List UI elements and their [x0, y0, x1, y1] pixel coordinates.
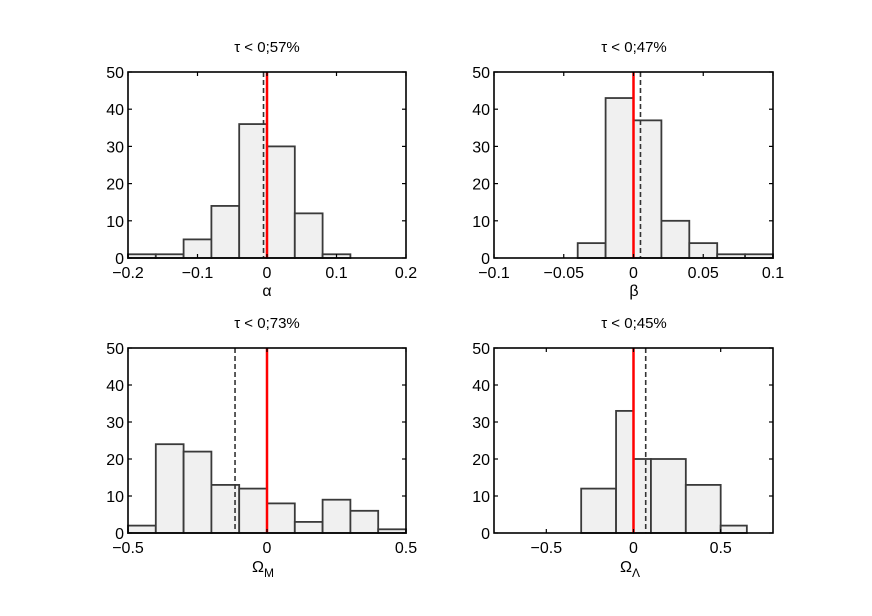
y-tick-label: 0 — [115, 251, 124, 268]
panel-title: τ < 0;47% — [601, 39, 667, 56]
x-tick-label: −0.5 — [531, 540, 563, 557]
histogram-bar — [615, 409, 635, 534]
y-tick-label: 0 — [115, 526, 124, 543]
panel-alpha: τ < 0;57% α −0.2 −0.1 0 0.1 0.2 0 10 20 30 40 50 — [106, 39, 417, 300]
panel-beta: τ < 0;47% β −0.1 −0.05 0 0.05 0.1 0 10 20 30 40 50 — [472, 39, 784, 300]
panel-title: τ < 0;57% — [234, 39, 300, 56]
x-tick-label: 0 — [629, 265, 638, 282]
histogram-bar — [719, 524, 748, 534]
histogram-bar — [632, 119, 663, 259]
x-axis-label: α — [262, 283, 271, 300]
histogram-bar — [660, 219, 691, 259]
panel-omega-lambda: τ < 0;45% ΩΛ −0.5 0 0.5 0 10 20 30 40 50 — [472, 315, 774, 580]
histogram-bar — [650, 458, 687, 534]
y-tick-label: 50 — [106, 341, 124, 358]
y-tick-label: 40 — [106, 378, 124, 395]
histogram-bar — [293, 212, 324, 259]
histogram-bar — [580, 487, 617, 534]
x-tick-label: −0.05 — [544, 265, 585, 282]
histogram-bar — [349, 509, 380, 534]
histogram-bar — [684, 483, 722, 534]
y-tick-label: 10 — [106, 489, 124, 506]
y-tick-label: 30 — [472, 139, 490, 156]
histogram-bar — [293, 521, 324, 534]
x-tick-label: −0.2 — [112, 265, 144, 282]
histogram-bar — [154, 443, 185, 534]
x-axis-label: ΩM — [252, 559, 274, 580]
histogram-bar — [266, 145, 296, 259]
histogram-bar — [127, 524, 157, 534]
histogram-bar — [321, 498, 352, 534]
y-tick-label: 30 — [472, 415, 490, 432]
histogram-bar — [266, 502, 296, 534]
y-tick-label: 20 — [106, 177, 124, 194]
panel-title: τ < 0;73% — [234, 315, 300, 332]
y-tick-label: 50 — [106, 65, 124, 82]
y-tick-label: 10 — [472, 489, 490, 506]
y-tick-label: 10 — [472, 214, 490, 231]
y-tick-label: 20 — [472, 452, 490, 469]
x-tick-label: 0 — [629, 540, 638, 557]
y-tick-label: 10 — [106, 214, 124, 231]
histogram-bar — [576, 242, 607, 259]
x-tick-label: 0.1 — [762, 265, 784, 282]
x-tick-label: 0.5 — [710, 540, 732, 557]
histogram-bar — [238, 487, 268, 534]
x-tick-label: 0.2 — [395, 265, 417, 282]
y-tick-label: 0 — [481, 526, 490, 543]
x-tick-label: 0 — [263, 265, 272, 282]
x-tick-label: 0.05 — [688, 265, 719, 282]
y-tick-label: 20 — [106, 452, 124, 469]
histogram-bar — [210, 205, 241, 259]
y-tick-label: 20 — [472, 177, 490, 194]
y-tick-label: 50 — [472, 65, 490, 82]
y-tick-label: 40 — [472, 378, 490, 395]
histogram-bar — [632, 458, 652, 534]
histogram-bar — [604, 97, 635, 259]
x-tick-label: 0 — [263, 540, 272, 557]
x-tick-label: 0.5 — [395, 540, 417, 557]
x-axis-label: β — [629, 283, 638, 300]
y-tick-label: 50 — [472, 341, 490, 358]
y-tick-label: 30 — [106, 415, 124, 432]
x-axis-label: ΩΛ — [620, 559, 640, 580]
y-tick-label: 30 — [106, 139, 124, 156]
x-tick-label: −0.1 — [182, 265, 214, 282]
y-tick-label: 40 — [472, 102, 490, 119]
panel-title: τ < 0;45% — [601, 315, 667, 332]
x-tick-label: 0.1 — [325, 265, 347, 282]
y-tick-label: 0 — [481, 251, 490, 268]
x-tick-label: −0.1 — [478, 265, 510, 282]
histogram-bar — [182, 450, 213, 534]
y-tick-label: 40 — [106, 102, 124, 119]
x-tick-label: −0.5 — [112, 540, 144, 557]
